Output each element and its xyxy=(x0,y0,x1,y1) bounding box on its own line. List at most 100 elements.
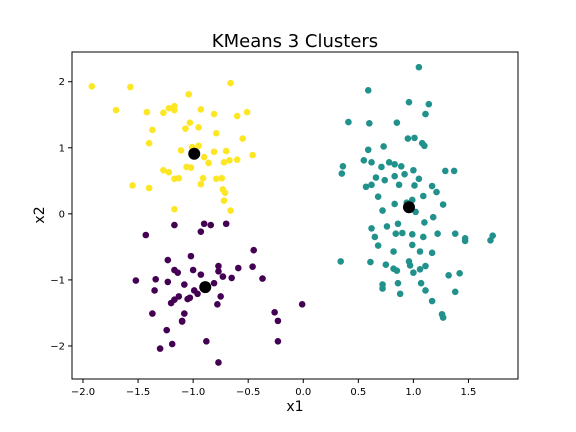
data-point xyxy=(399,229,406,237)
y-tick-label: 2 xyxy=(59,77,65,88)
data-point xyxy=(171,205,178,213)
data-point xyxy=(197,180,205,188)
data-point xyxy=(197,228,205,235)
data-point xyxy=(88,83,96,90)
data-point xyxy=(177,147,185,154)
data-point xyxy=(372,174,380,181)
data-point xyxy=(451,288,459,296)
data-point xyxy=(181,310,188,317)
data-point xyxy=(364,87,372,94)
data-point xyxy=(395,181,403,189)
data-point xyxy=(215,359,222,366)
x-tick-label: 0.0 xyxy=(295,387,311,398)
data-point xyxy=(160,109,167,117)
data-point xyxy=(401,170,408,178)
data-point xyxy=(181,281,188,288)
plot-area xyxy=(88,63,496,366)
data-point xyxy=(405,98,413,106)
data-point xyxy=(171,221,178,229)
data-point xyxy=(271,308,278,316)
y-tick-label: −1 xyxy=(50,275,65,286)
data-point xyxy=(185,90,193,98)
x-tick-label: −0.5 xyxy=(236,387,260,398)
data-point xyxy=(227,79,234,87)
data-point xyxy=(439,314,447,321)
data-point xyxy=(439,201,447,208)
data-point xyxy=(339,162,347,170)
x-tick-label: −1.5 xyxy=(126,387,150,398)
data-point xyxy=(187,164,195,171)
data-point xyxy=(219,273,227,280)
data-point xyxy=(156,345,164,352)
data-point xyxy=(379,285,386,292)
x-tick-label: −2.0 xyxy=(71,387,95,398)
data-point xyxy=(337,258,345,265)
data-point xyxy=(378,163,385,171)
data-point xyxy=(165,104,173,112)
data-point xyxy=(421,219,428,226)
data-point xyxy=(171,296,178,304)
data-point xyxy=(298,301,306,308)
data-point xyxy=(174,269,182,276)
data-point xyxy=(149,126,156,134)
data-point xyxy=(419,233,427,241)
data-point xyxy=(379,207,386,214)
plot-frame xyxy=(71,51,519,380)
data-point xyxy=(380,143,387,150)
data-point xyxy=(451,230,459,237)
data-point xyxy=(419,192,427,200)
data-point xyxy=(168,340,176,348)
data-point xyxy=(210,279,218,287)
x-tick-label: −1.0 xyxy=(181,387,205,398)
data-point xyxy=(274,317,282,325)
data-point xyxy=(164,278,172,286)
data-point xyxy=(220,159,228,166)
data-point xyxy=(210,110,218,118)
data-point xyxy=(421,142,428,150)
data-point xyxy=(391,161,398,168)
data-point xyxy=(416,266,424,273)
data-point xyxy=(171,106,178,114)
data-point xyxy=(207,221,215,229)
centroid-point xyxy=(199,281,212,294)
data-point xyxy=(428,182,436,190)
data-point xyxy=(442,167,449,175)
data-point xyxy=(197,271,205,278)
y-axis-label: x2 xyxy=(32,206,48,223)
data-point xyxy=(374,242,382,249)
data-point xyxy=(259,275,266,282)
data-point xyxy=(397,162,405,170)
data-point xyxy=(422,262,429,270)
data-point xyxy=(456,270,463,277)
x-tick-label: 0.5 xyxy=(350,387,366,398)
data-point xyxy=(194,290,201,298)
data-point xyxy=(410,269,417,276)
data-point xyxy=(433,188,440,196)
data-point xyxy=(393,267,401,274)
data-point xyxy=(163,326,171,334)
x-tick-label: 1.0 xyxy=(405,387,421,398)
data-point xyxy=(160,166,167,174)
data-point xyxy=(197,106,205,113)
data-point xyxy=(366,120,373,127)
data-point xyxy=(368,225,375,232)
data-point xyxy=(411,182,418,189)
data-point xyxy=(151,287,158,294)
data-point xyxy=(200,220,208,228)
axis-ticks: −2.0 −1.5 −1.0 −0.5 0.0 0.5 1.0 1.5 −2 −1 0 1 2 xyxy=(50,77,476,398)
data-point xyxy=(360,157,368,164)
data-point xyxy=(182,125,189,132)
data-point xyxy=(393,119,401,126)
data-point xyxy=(233,112,241,120)
data-point xyxy=(345,118,352,126)
data-point xyxy=(416,248,424,255)
y-tick-label: 0 xyxy=(59,209,65,220)
data-point xyxy=(175,174,183,182)
data-point xyxy=(145,184,153,192)
data-point xyxy=(385,159,393,166)
data-point xyxy=(220,197,228,204)
data-point xyxy=(215,268,222,275)
data-point xyxy=(195,124,202,131)
data-point xyxy=(195,142,202,150)
